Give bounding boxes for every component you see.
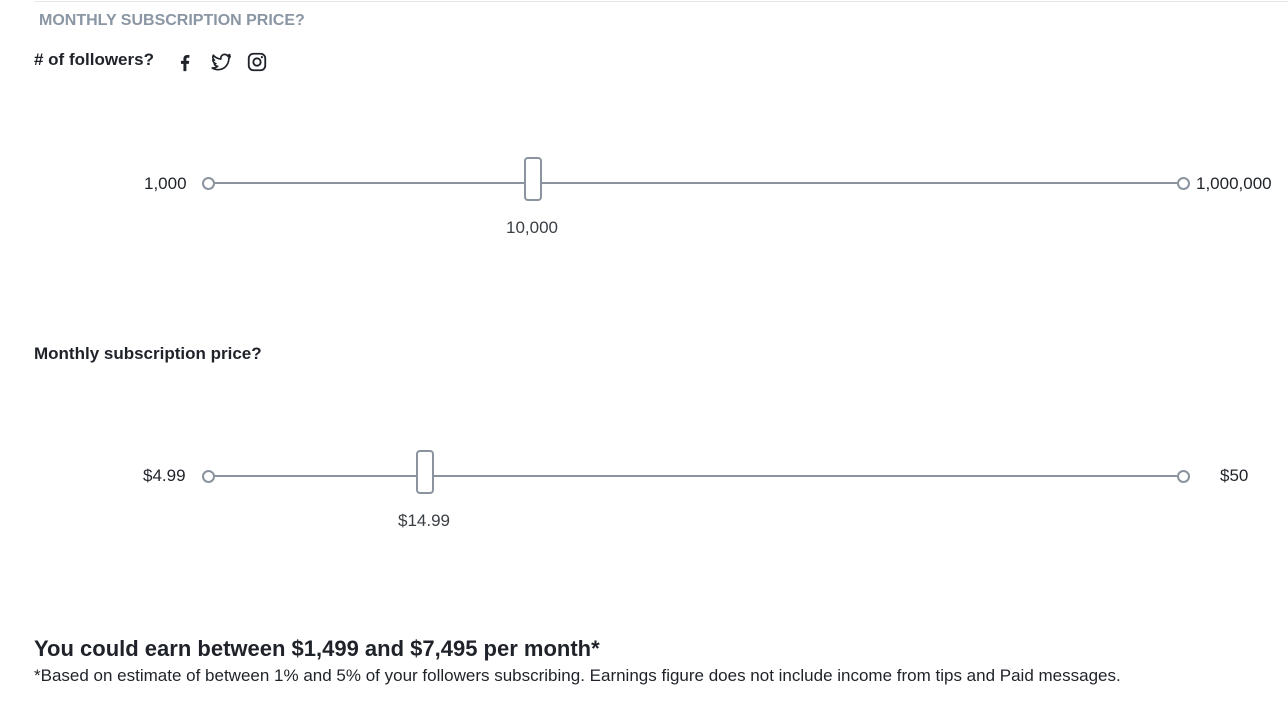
followers-min-label: 1,000 [144,174,187,193]
followers-value-label: 10,000 [506,218,558,237]
price-question-label: Monthly subscription price? [34,344,262,363]
facebook-icon[interactable] [174,51,196,73]
instagram-icon[interactable] [246,51,268,73]
price-slider-track[interactable] [213,475,1177,477]
price-max-endpoint [1177,470,1190,483]
followers-slider[interactable]: 1,000 1,000,000 10,000 [0,153,1288,237]
earnings-headline: You could earn between $1,499 and $7,495… [34,636,600,661]
twitter-icon[interactable] [210,51,232,73]
social-icons [174,51,268,73]
followers-slider-track[interactable] [213,182,1177,184]
price-slider[interactable]: $4.99 $50 $14.99 [0,446,1288,530]
top-divider [34,1,1288,2]
earnings-footnote: *Based on estimate of between 1% and 5% … [34,666,1121,685]
price-max-label: $50 [1220,466,1249,485]
followers-question-label: # of followers? [34,50,154,69]
price-min-label: $4.99 [143,466,186,485]
price-slider-thumb[interactable] [416,450,434,494]
section-header: MONTHLY SUBSCRIPTION PRICE? [39,12,305,29]
followers-max-endpoint [1177,177,1190,190]
followers-max-label: 1,000,000 [1196,174,1272,193]
price-value-label: $14.99 [398,511,450,530]
followers-slider-thumb[interactable] [524,157,542,201]
